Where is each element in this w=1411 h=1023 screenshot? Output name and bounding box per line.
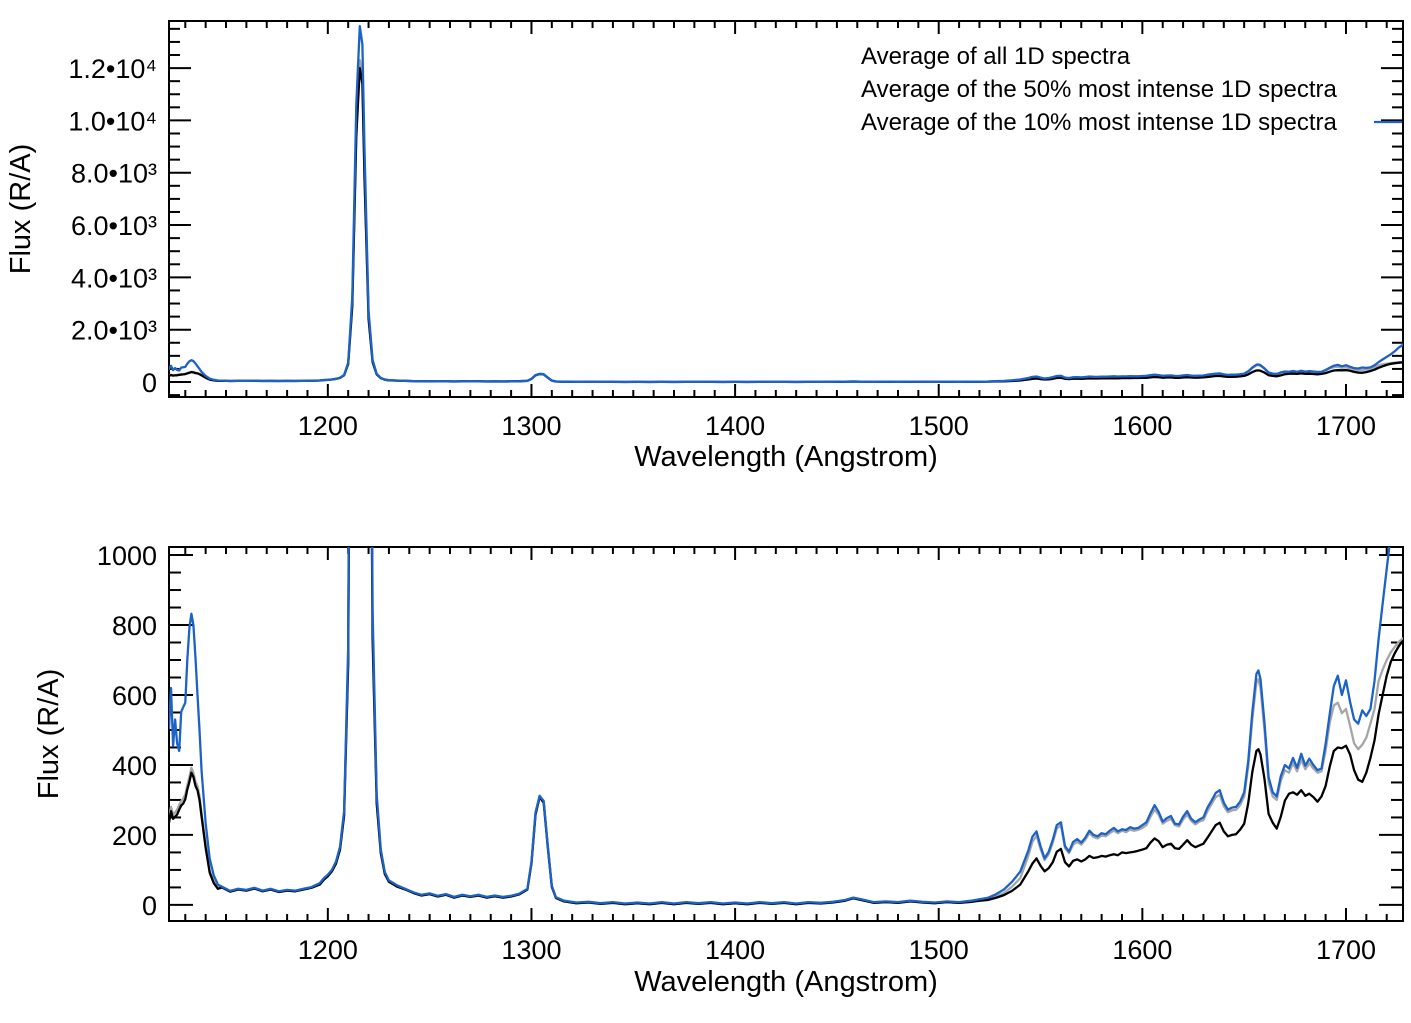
x-tick-label: 1700	[1316, 935, 1376, 965]
y-tick-label: 8.0•10³	[71, 159, 157, 189]
y-tick-label: 1.0•10⁴	[68, 106, 157, 136]
bottom-tick-labels: 1200 1300 1400 1500 1600 1700 0 200 400 600 800 100…	[97, 541, 1376, 965]
x-tick-label: 1600	[1112, 935, 1172, 965]
y-tick-label: 600	[112, 681, 157, 711]
top-curves	[169, 25, 1403, 384]
y-tick-label: 2.0•10³	[71, 316, 157, 346]
top-x-axis-label: Wavelength (Angstrom)	[634, 441, 938, 473]
x-tick-label: 1300	[501, 935, 561, 965]
top-panel-full-scale: 1200 1300 1400 1500 1600 1700 0 2.0•10³ 4.0•10³ 6…	[5, 20, 1404, 473]
y-tick-label: 400	[112, 751, 157, 781]
series-avg-10pct-line	[169, 25, 1403, 384]
y-tick-label: 1000	[97, 541, 157, 571]
bottom-x-axis-label: Wavelength (Angstrom)	[634, 966, 938, 998]
top-y-axis-label: Flux (R/A)	[5, 144, 37, 275]
x-tick-label: 1300	[501, 411, 561, 441]
legend: Average of all 1D spectra Average of the…	[861, 43, 1402, 136]
legend-entry-avg-50pct: Average of the 50% most intense 1D spect…	[861, 76, 1337, 103]
legend-entry-avg-10pct: Average of the 10% most intense 1D spect…	[861, 109, 1337, 136]
x-tick-label: 1600	[1112, 411, 1172, 441]
axes-box	[168, 546, 1404, 922]
bottom-panel-zoomed: 1200 1300 1400 1500 1600 1700 0 200 400 600 800 100…	[33, 541, 1404, 998]
y-tick-label: 4.0•10³	[71, 263, 157, 293]
x-tick-label: 1700	[1316, 411, 1376, 441]
legend-entry-avg-all: Average of all 1D spectra	[861, 43, 1131, 70]
y-tick-label: 0	[142, 891, 157, 921]
bottom-y-axis-label: Flux (R/A)	[33, 669, 65, 800]
x-tick-label: 1500	[909, 411, 969, 441]
y-tick-label: 0	[142, 368, 157, 398]
y-tick-label: 6.0•10³	[71, 211, 157, 241]
x-tick-label: 1200	[298, 411, 358, 441]
bottom-axes-frame	[168, 546, 1404, 922]
axes-box	[168, 20, 1404, 398]
x-tick-label: 1500	[909, 935, 969, 965]
y-tick-label: 800	[112, 611, 157, 641]
x-tick-label: 1400	[705, 411, 765, 441]
x-tick-label: 1400	[705, 935, 765, 965]
top-tick-labels: 1200 1300 1400 1500 1600 1700 0 2.0•10³ 4.0•10³ 6…	[68, 54, 1376, 441]
x-tick-label: 1200	[298, 935, 358, 965]
y-tick-label: 200	[112, 821, 157, 851]
y-tick-label: 1.2•10⁴	[68, 54, 157, 84]
bottom-curves	[169, 547, 1403, 906]
series-avg-10pct-line	[169, 547, 1391, 905]
